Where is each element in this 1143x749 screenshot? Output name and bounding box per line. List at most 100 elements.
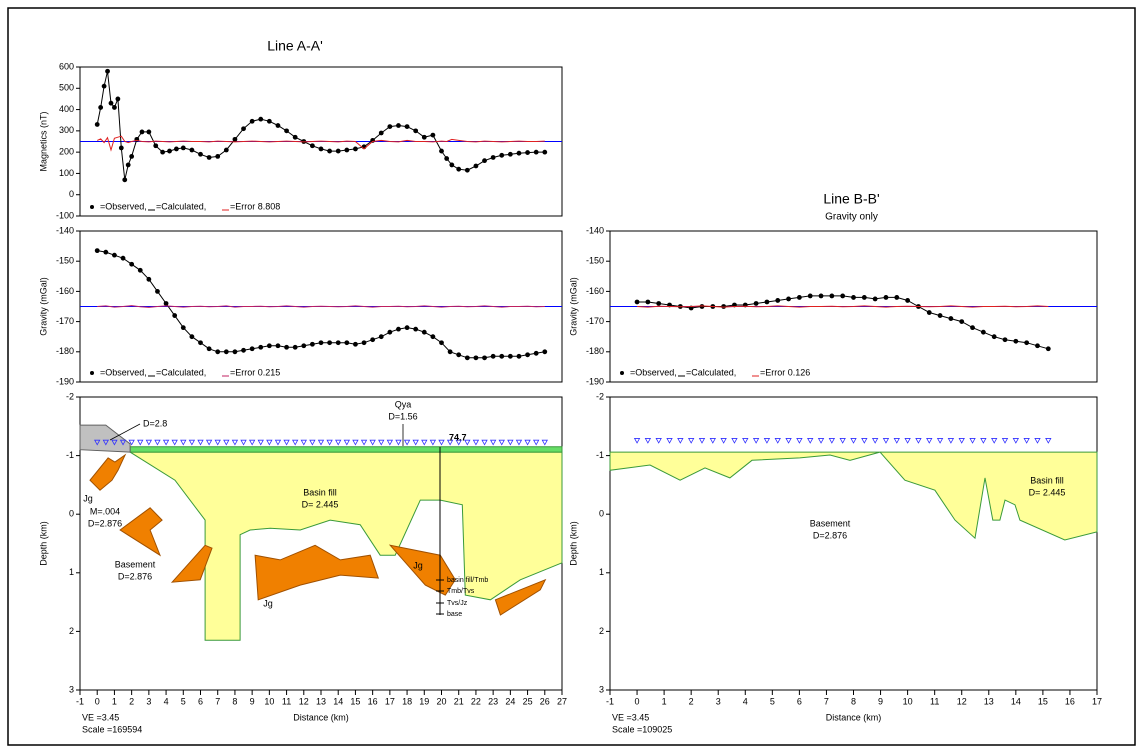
scale-label: Scale =169594 [82,724,142,734]
annotation: Tvs/Jz [447,600,468,607]
x-tick-label: 5 [181,696,186,706]
ve-label: VE =3.45 [612,712,649,722]
y-tick-label: -180 [56,346,74,356]
y-axis-label: Depth (km) [38,521,48,566]
plot-frame [610,397,1097,690]
x-axis-label: Distance (km) [293,712,349,722]
x-tick-label: 15 [350,696,360,706]
legend-label: =Error 0.215 [230,367,280,377]
x-tick-label: 24 [505,696,515,706]
legend-label: =Calculated, [156,367,206,377]
x-tick-label: 12 [299,696,309,706]
x-tick-label: 8 [232,696,237,706]
legend-symbol [620,371,624,375]
y-axis-label: Magnetics (nT) [38,111,48,171]
y-tick-label: 600 [59,61,74,71]
x-tick-label: 0 [95,696,100,706]
legend-label: =Observed, [100,367,147,377]
y-tick-label: -190 [56,376,74,386]
legend-label: =Error 0.126 [760,367,810,377]
x-tick-label: 6 [797,696,802,706]
x-tick-label: 7 [215,696,220,706]
x-tick-label: 27 [557,696,567,706]
chart-title: Line B-B' [823,191,879,207]
annotation: Basin fill [303,487,337,497]
x-tick-label: 1 [662,696,667,706]
annotation: Jg [263,598,273,608]
x-tick-label: 23 [488,696,498,706]
x-tick-label: 7 [824,696,829,706]
annotation: Basement [810,518,851,528]
y-tick-label: 0 [69,509,74,519]
x-tick-label: 11 [282,696,291,706]
annotation: M=.004 [90,506,120,516]
y-tick-label: 1 [599,567,604,577]
y-tick-label: -2 [66,391,74,401]
x-tick-label: 0 [635,696,640,706]
x-tick-label: 16 [368,696,378,706]
x-tick-label: 6 [198,696,203,706]
annotation: Jg [83,493,93,503]
annotation: base [447,611,462,618]
annotation: D=2.876 [813,530,847,540]
annotation: D= 2.445 [302,499,339,509]
y-tick-label: -1 [66,450,74,460]
x-tick-label: 26 [540,696,550,706]
y-axis-label: Gravity (mGal) [38,277,48,336]
x-tick-label: 2 [129,696,134,706]
chart-title: Line A-A' [267,38,323,54]
geologic-body [130,447,562,452]
x-tick-label: 14 [1011,696,1021,706]
legend-label: =Calculated, [156,201,206,211]
annotation: Basement [115,559,156,569]
x-tick-label: 3 [716,696,721,706]
y-tick-label: -1 [596,450,604,460]
x-tick-label: 10 [264,696,274,706]
annotation: Tmb/Tvs [447,588,475,595]
annotation: D=2.8 [143,418,167,428]
y-tick-label: 3 [69,684,74,694]
annotation: D= 2.445 [1029,487,1066,497]
x-tick-label: 3 [146,696,151,706]
y-tick-label: 100 [59,168,74,178]
x-tick-label: -1 [606,696,614,706]
legend-label: =Error 8.808 [230,201,280,211]
annotation: Qya [395,399,412,409]
x-tick-label: 4 [164,696,169,706]
y-tick-label: -160 [586,286,604,296]
y-tick-label: -2 [596,391,604,401]
chart-subtitle: Gravity only [825,212,878,223]
legend-label: =Calculated, [686,367,736,377]
annotation: D=2.876 [118,571,152,581]
y-tick-label: 500 [59,83,74,93]
figure: =Observed, =Calculated, =Error 8.808 -1 0 0 0 1… [0,0,1143,749]
y-tick-label: -190 [586,376,604,386]
x-tick-label: 17 [385,696,395,706]
x-tick-label: 13 [316,696,326,706]
x-axis-label: Distance (km) [826,712,882,722]
legend-symbol [90,371,94,375]
y-tick-label: -140 [586,225,604,235]
y-tick-label: 400 [59,104,74,114]
y-tick-label: 300 [59,125,74,135]
x-tick-label: 9 [878,696,883,706]
y-tick-label: 2 [69,626,74,636]
y-tick-label: -180 [586,346,604,356]
y-tick-label: -150 [56,256,74,266]
ve-label: VE =3.45 [82,712,119,722]
y-tick-label: -170 [56,316,74,326]
y-tick-label: 0 [69,189,74,199]
x-tick-label: 5 [770,696,775,706]
x-tick-label: 8 [851,696,856,706]
y-tick-label: -140 [56,225,74,235]
x-tick-label: 18 [402,696,412,706]
legend-symbol [90,205,94,209]
x-tick-label: 10 [903,696,913,706]
legend-label: =Observed, [630,367,677,377]
y-axis-label: Gravity (mGal) [568,277,578,336]
y-tick-label: -150 [586,256,604,266]
x-tick-label: 17 [1092,696,1102,706]
legend-label: =Observed, [100,201,147,211]
x-tick-label: 9 [250,696,255,706]
y-tick-label: 200 [59,147,74,157]
